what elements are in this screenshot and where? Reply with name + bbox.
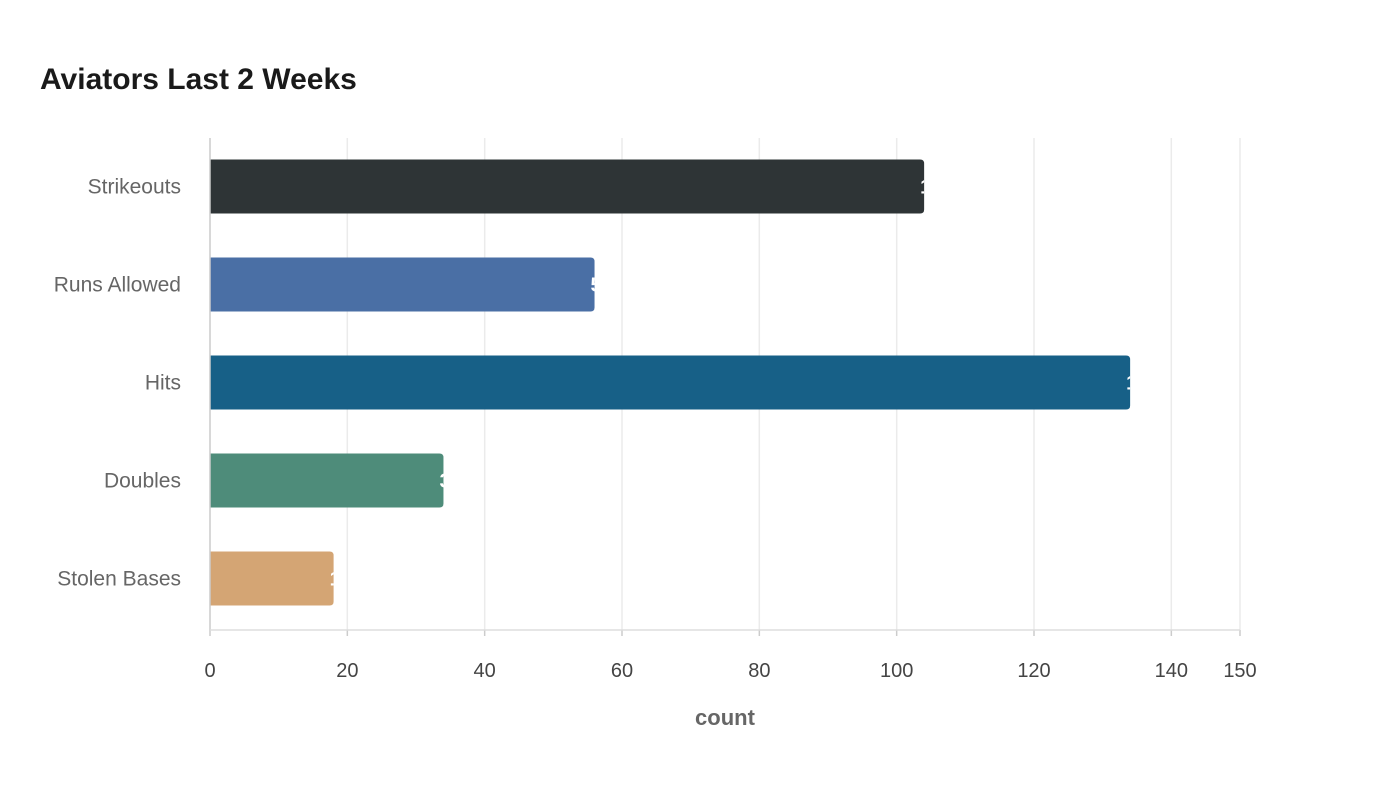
x-tick-label: 0 bbox=[204, 660, 215, 682]
chart-title: Aviators Last 2 Weeks bbox=[40, 63, 357, 96]
x-tick-label: 60 bbox=[611, 660, 633, 682]
bar-value-label: 56 bbox=[591, 275, 613, 297]
bar bbox=[210, 159, 925, 214]
x-tick-label: 100 bbox=[880, 660, 913, 682]
axes bbox=[209, 138, 1241, 636]
bars: 104 56 134 34 18 bbox=[210, 159, 1160, 606]
bar bbox=[210, 355, 1131, 410]
x-tick-label: 20 bbox=[336, 660, 358, 682]
bar-value-label: 104 bbox=[920, 177, 954, 199]
bar-value-label: 18 bbox=[330, 569, 352, 591]
bar bbox=[210, 551, 334, 606]
tick-labels: 0 20 40 60 80 100 120 140 150 bbox=[204, 660, 1256, 682]
bar bbox=[210, 257, 595, 312]
x-tick-label: 140 bbox=[1155, 660, 1188, 682]
category-label: Runs Allowed bbox=[54, 274, 181, 297]
x-tick-label: 40 bbox=[474, 660, 496, 682]
category-label: Stolen Bases bbox=[57, 568, 181, 591]
category-label: Doubles bbox=[104, 470, 181, 493]
category-labels: Strikeouts Runs Allowed Hits Doubles Stolen … bbox=[54, 176, 181, 591]
bar bbox=[210, 453, 444, 508]
category-label: Hits bbox=[145, 372, 181, 395]
bar-value-label: 34 bbox=[439, 471, 462, 493]
x-tick-label: 80 bbox=[748, 660, 770, 682]
bar-value-label: 134 bbox=[1126, 373, 1160, 395]
category-label: Strikeouts bbox=[88, 176, 181, 199]
x-tick-label: 150 bbox=[1223, 660, 1256, 682]
x-tick-label: 120 bbox=[1017, 660, 1050, 682]
x-axis-title: count bbox=[695, 705, 756, 730]
